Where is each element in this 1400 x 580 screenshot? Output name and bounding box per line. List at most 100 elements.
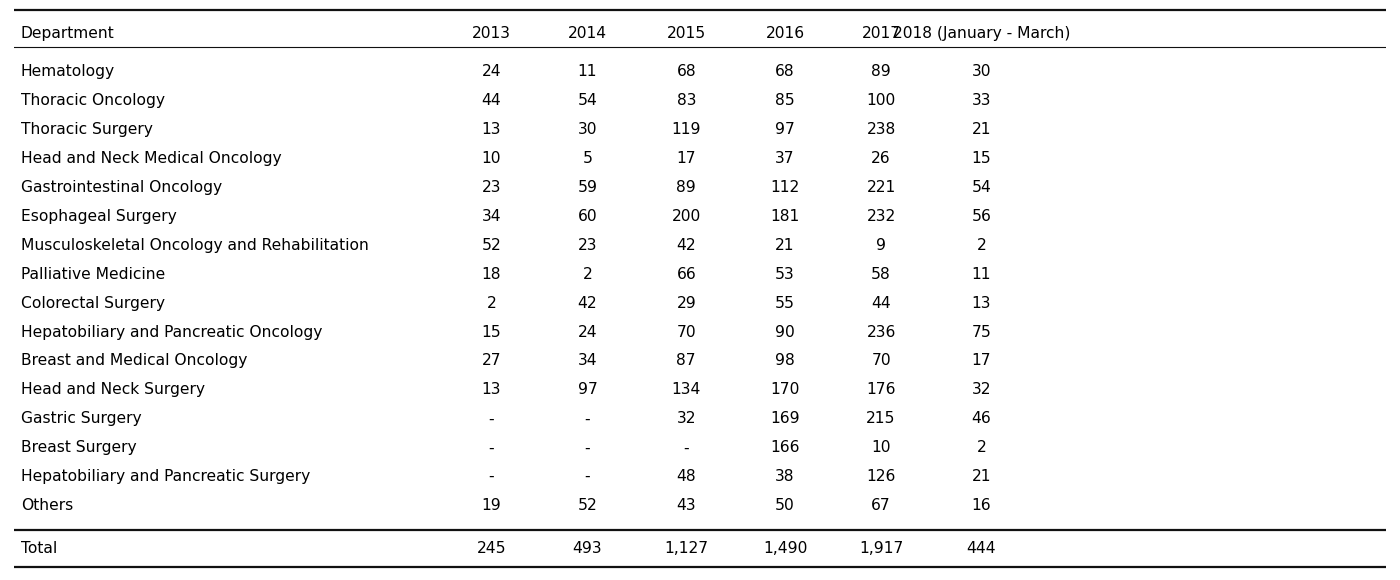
Text: 23: 23 bbox=[578, 238, 598, 253]
Text: -: - bbox=[489, 440, 494, 455]
Text: 52: 52 bbox=[482, 238, 501, 253]
Text: 2014: 2014 bbox=[568, 26, 608, 41]
Text: 66: 66 bbox=[676, 267, 696, 282]
Text: 170: 170 bbox=[770, 382, 799, 397]
Text: Hepatobiliary and Pancreatic Oncology: Hepatobiliary and Pancreatic Oncology bbox=[21, 324, 322, 339]
Text: 215: 215 bbox=[867, 411, 896, 426]
Text: 493: 493 bbox=[573, 541, 602, 556]
Text: 2: 2 bbox=[976, 440, 986, 455]
Text: Total: Total bbox=[21, 541, 57, 556]
Text: 1,490: 1,490 bbox=[763, 541, 808, 556]
Text: 1,127: 1,127 bbox=[664, 541, 708, 556]
Text: 16: 16 bbox=[972, 498, 991, 513]
Text: 89: 89 bbox=[676, 180, 696, 195]
Text: 2013: 2013 bbox=[472, 26, 511, 41]
Text: 58: 58 bbox=[871, 267, 890, 282]
Text: 85: 85 bbox=[776, 93, 795, 108]
Text: 5: 5 bbox=[582, 151, 592, 166]
Text: -: - bbox=[585, 440, 591, 455]
Text: 70: 70 bbox=[871, 353, 890, 368]
Text: 221: 221 bbox=[867, 180, 896, 195]
Text: Thoracic Oncology: Thoracic Oncology bbox=[21, 93, 165, 108]
Text: 37: 37 bbox=[776, 151, 795, 166]
Text: 68: 68 bbox=[676, 64, 696, 79]
Text: 2016: 2016 bbox=[766, 26, 805, 41]
Text: Hematology: Hematology bbox=[21, 64, 115, 79]
Text: 33: 33 bbox=[972, 93, 991, 108]
Text: Colorectal Surgery: Colorectal Surgery bbox=[21, 296, 165, 310]
Text: 181: 181 bbox=[770, 209, 799, 224]
Text: 24: 24 bbox=[578, 324, 598, 339]
Text: 24: 24 bbox=[482, 64, 501, 79]
Text: 21: 21 bbox=[972, 122, 991, 137]
Text: 83: 83 bbox=[676, 93, 696, 108]
Text: 100: 100 bbox=[867, 93, 896, 108]
Text: 56: 56 bbox=[972, 209, 991, 224]
Text: 44: 44 bbox=[871, 296, 890, 310]
Text: 1,917: 1,917 bbox=[860, 541, 903, 556]
Text: 75: 75 bbox=[972, 324, 991, 339]
Text: 10: 10 bbox=[871, 440, 890, 455]
Text: 70: 70 bbox=[676, 324, 696, 339]
Text: 43: 43 bbox=[676, 498, 696, 513]
Text: 11: 11 bbox=[578, 64, 598, 79]
Text: -: - bbox=[489, 411, 494, 426]
Text: 2: 2 bbox=[487, 296, 497, 310]
Text: Head and Neck Medical Oncology: Head and Neck Medical Oncology bbox=[21, 151, 281, 166]
Text: 44: 44 bbox=[482, 93, 501, 108]
Text: 30: 30 bbox=[972, 64, 991, 79]
Text: 97: 97 bbox=[578, 382, 598, 397]
Text: 54: 54 bbox=[972, 180, 991, 195]
Text: 42: 42 bbox=[676, 238, 696, 253]
Text: 10: 10 bbox=[482, 151, 501, 166]
Text: 15: 15 bbox=[482, 324, 501, 339]
Text: Thoracic Surgery: Thoracic Surgery bbox=[21, 122, 153, 137]
Text: 90: 90 bbox=[776, 324, 795, 339]
Text: 15: 15 bbox=[972, 151, 991, 166]
Text: 176: 176 bbox=[867, 382, 896, 397]
Text: 13: 13 bbox=[482, 122, 501, 137]
Text: 18: 18 bbox=[482, 267, 501, 282]
Text: Breast Surgery: Breast Surgery bbox=[21, 440, 136, 455]
Text: 42: 42 bbox=[578, 296, 598, 310]
Text: Department: Department bbox=[21, 26, 115, 41]
Text: 89: 89 bbox=[871, 64, 890, 79]
Text: 98: 98 bbox=[776, 353, 795, 368]
Text: Gastric Surgery: Gastric Surgery bbox=[21, 411, 141, 426]
Text: 23: 23 bbox=[482, 180, 501, 195]
Text: 32: 32 bbox=[972, 382, 991, 397]
Text: 112: 112 bbox=[770, 180, 799, 195]
Text: 34: 34 bbox=[482, 209, 501, 224]
Text: 17: 17 bbox=[972, 353, 991, 368]
Text: 2: 2 bbox=[582, 267, 592, 282]
Text: Others: Others bbox=[21, 498, 73, 513]
Text: 38: 38 bbox=[776, 469, 795, 484]
Text: 200: 200 bbox=[672, 209, 701, 224]
Text: 245: 245 bbox=[476, 541, 507, 556]
Text: 87: 87 bbox=[676, 353, 696, 368]
Text: 134: 134 bbox=[672, 382, 701, 397]
Text: 68: 68 bbox=[776, 64, 795, 79]
Text: -: - bbox=[585, 411, 591, 426]
Text: 13: 13 bbox=[482, 382, 501, 397]
Text: Musculoskeletal Oncology and Rehabilitation: Musculoskeletal Oncology and Rehabilitat… bbox=[21, 238, 368, 253]
Text: 30: 30 bbox=[578, 122, 598, 137]
Text: 27: 27 bbox=[482, 353, 501, 368]
Text: -: - bbox=[585, 469, 591, 484]
Text: 11: 11 bbox=[972, 267, 991, 282]
Text: 67: 67 bbox=[871, 498, 890, 513]
Text: 126: 126 bbox=[867, 469, 896, 484]
Text: 34: 34 bbox=[578, 353, 598, 368]
Text: 29: 29 bbox=[676, 296, 696, 310]
Text: 238: 238 bbox=[867, 122, 896, 137]
Text: 2015: 2015 bbox=[666, 26, 706, 41]
Text: 232: 232 bbox=[867, 209, 896, 224]
Text: 2018 (January - March): 2018 (January - March) bbox=[893, 26, 1070, 41]
Text: 21: 21 bbox=[972, 469, 991, 484]
Text: Gastrointestinal Oncology: Gastrointestinal Oncology bbox=[21, 180, 223, 195]
Text: 166: 166 bbox=[770, 440, 799, 455]
Text: 9: 9 bbox=[876, 238, 886, 253]
Text: 60: 60 bbox=[578, 209, 598, 224]
Text: 55: 55 bbox=[776, 296, 795, 310]
Text: 13: 13 bbox=[972, 296, 991, 310]
